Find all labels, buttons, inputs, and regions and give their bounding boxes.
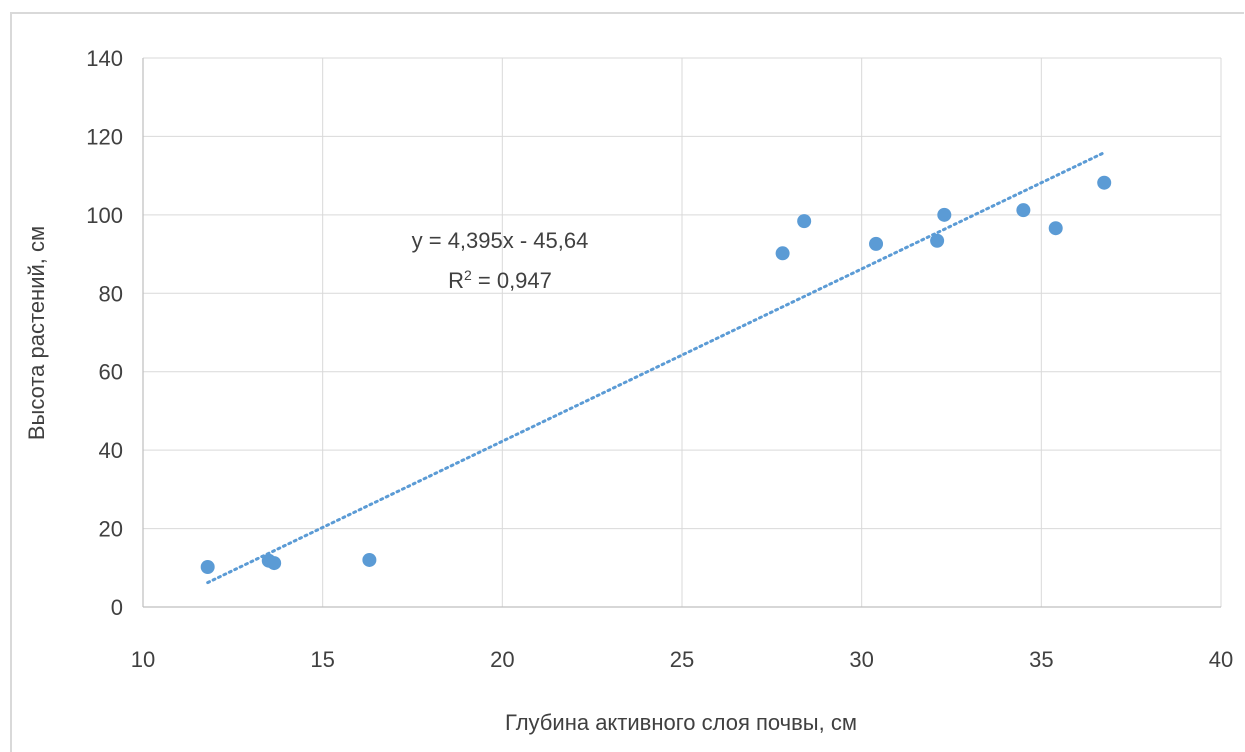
r-squared-value: = 0,947 [472, 268, 552, 293]
data-point [1097, 175, 1112, 190]
data-point [869, 236, 884, 251]
data-point [362, 552, 377, 567]
chart-frame [10, 12, 1244, 752]
data-point [1048, 221, 1063, 236]
x-tick-label: 20 [490, 647, 514, 672]
r-squared-exponent: 2 [464, 267, 472, 283]
x-axis-title: Глубина активного слоя почвы, см [505, 710, 857, 735]
y-tick-label: 60 [99, 360, 123, 385]
data-point [930, 233, 945, 248]
y-tick-label: 0 [111, 595, 123, 620]
data-point [937, 207, 952, 222]
x-tick-label: 35 [1029, 647, 1053, 672]
y-tick-label: 140 [86, 46, 123, 71]
y-tick-label: 100 [86, 203, 123, 228]
x-tick-label: 25 [670, 647, 694, 672]
data-point [1016, 203, 1031, 218]
y-tick-label: 20 [99, 517, 123, 542]
trendline-group [206, 151, 1104, 585]
y-tick-label: 80 [99, 281, 123, 306]
data-point [200, 560, 215, 575]
y-axis-title: Высота растений, см [24, 226, 49, 440]
data-point [267, 556, 282, 571]
r-squared-prefix: R [448, 268, 464, 293]
trendline [206, 151, 1104, 585]
data-points [200, 175, 1112, 575]
trendline-equation: y = 4,395x - 45,64 [412, 228, 589, 253]
axes [142, 58, 1221, 608]
data-point [797, 214, 812, 229]
x-tick-label: 10 [131, 647, 155, 672]
grid [143, 57, 1222, 607]
y-tick-label: 40 [99, 438, 123, 463]
tick-labels: 0 20 40 60 80 100 120 140 10 15 20 25 30 35 40 [86, 46, 1233, 672]
y-tick-label: 120 [86, 124, 123, 149]
data-point [775, 246, 790, 261]
x-tick-label: 40 [1209, 647, 1233, 672]
r-squared-label: R2 = 0,947 [448, 267, 552, 293]
x-tick-label: 15 [310, 647, 334, 672]
x-tick-label: 30 [849, 647, 873, 672]
